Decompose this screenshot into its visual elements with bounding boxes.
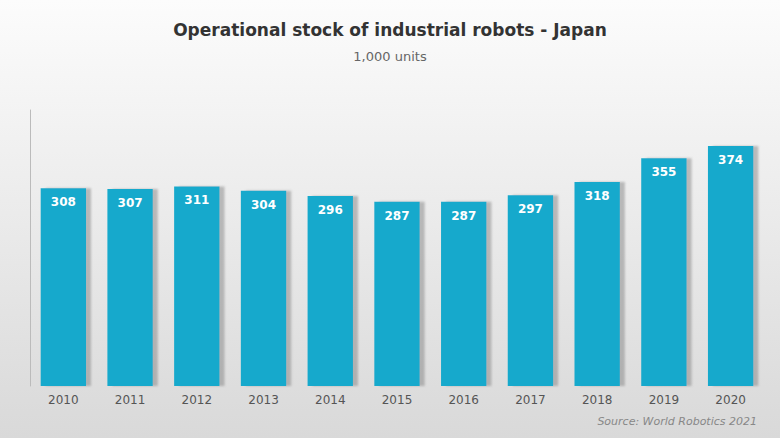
svg-text:287: 287: [384, 209, 409, 223]
svg-text:307: 307: [118, 196, 143, 210]
svg-text:304: 304: [251, 198, 276, 212]
svg-text:287: 287: [451, 209, 476, 223]
svg-text:2011: 2011: [115, 393, 146, 407]
svg-text:2015: 2015: [382, 393, 413, 407]
svg-text:374: 374: [718, 153, 743, 167]
svg-text:2017: 2017: [515, 393, 546, 407]
svg-text:Operational stock of industria: Operational stock of industrial robots -…: [173, 20, 607, 40]
svg-text:1,000 units: 1,000 units: [353, 49, 427, 64]
svg-text:2014: 2014: [315, 393, 346, 407]
svg-text:2019: 2019: [649, 393, 680, 407]
svg-text:2018: 2018: [582, 393, 613, 407]
svg-text:296: 296: [318, 203, 343, 217]
svg-text:318: 318: [585, 189, 610, 203]
svg-text:2012: 2012: [182, 393, 213, 407]
svg-text:2010: 2010: [48, 393, 79, 407]
svg-text:2016: 2016: [448, 393, 479, 407]
svg-text:Source: World Robotics 2021: Source: World Robotics 2021: [597, 415, 757, 428]
svg-text:308: 308: [51, 195, 76, 209]
svg-text:297: 297: [518, 202, 543, 216]
svg-text:2020: 2020: [715, 393, 746, 407]
svg-text:311: 311: [184, 193, 209, 207]
svg-text:2013: 2013: [248, 393, 279, 407]
svg-text:355: 355: [651, 165, 676, 179]
